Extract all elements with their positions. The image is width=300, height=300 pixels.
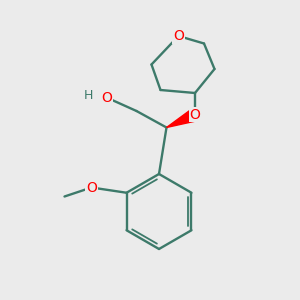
Text: O: O (86, 181, 97, 194)
Polygon shape (167, 109, 198, 128)
Text: O: O (190, 108, 200, 122)
Text: H: H (84, 89, 93, 102)
Text: O: O (173, 29, 184, 43)
Text: O: O (101, 91, 112, 104)
